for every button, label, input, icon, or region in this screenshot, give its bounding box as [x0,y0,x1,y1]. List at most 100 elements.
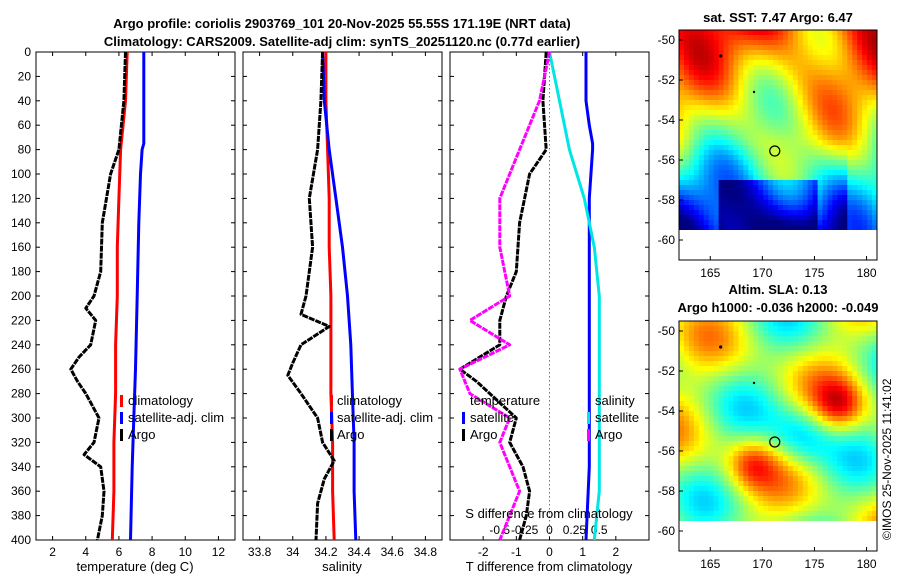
heatmap-cell [693,371,700,377]
heatmap-cell [872,170,877,176]
heatmap-cell [872,461,877,467]
heatmap-cell [802,431,809,437]
heatmap-cell [713,215,719,221]
heatmap-cell [733,100,739,106]
heatmap-cell [773,391,779,397]
heatmap-cell [693,456,700,462]
heatmap-cell [867,220,873,226]
y-tick-label: 340 [11,460,31,474]
heatmap-cell [792,381,799,387]
heatmap-cell [703,45,710,51]
heatmap-cell [683,100,690,106]
heatmap-cell [827,366,833,372]
heatmap-cell [842,386,848,392]
heatmap-cell [753,411,759,417]
heatmap-cell [713,426,719,432]
heatmap-cell [763,150,769,156]
heatmap-cell [698,416,705,422]
heatmap-cell [758,441,764,447]
heatmap-cell [862,506,868,512]
heatmap-cell [713,511,719,517]
heatmap-cell [753,511,759,517]
heatmap-cell [688,180,695,186]
heatmap-cell [688,80,695,86]
heatmap-cell [872,381,877,387]
heatmap-cell [782,200,789,206]
heatmap-cell [867,190,873,196]
y-tick-label: 200 [11,289,31,303]
heatmap-cell [693,180,700,186]
heatmap-cell [733,366,739,372]
heatmap-cell [713,85,719,91]
heatmap-cell [782,160,789,166]
heatmap-cell [743,471,749,477]
heatmap-cell [837,501,843,507]
y-tick-label: 40 [18,94,32,108]
heatmap-cell [708,401,715,407]
heatmap-cell [872,401,877,407]
heatmap-cell [842,100,848,106]
heatmap-cell [763,110,769,116]
heatmap-cell [792,215,799,221]
heatmap-cell [708,225,715,230]
heatmap-cell [768,45,774,51]
heatmap-cell [718,441,724,447]
heatmap-cell [753,190,759,196]
heatmap-cell [703,215,710,221]
heatmap-cell [797,321,804,327]
heatmap-cell [852,446,858,452]
heatmap-cell [728,371,734,377]
heatmap-cell [852,140,858,146]
heatmap-cell [812,45,818,51]
heatmap-cell [693,190,700,196]
heatmap-cell [867,401,873,407]
heatmap-cell [832,100,838,106]
heatmap-cell [837,30,843,36]
heatmap-cell [728,416,734,422]
heatmap-cell [718,170,724,176]
heatmap-cell [797,431,804,437]
heatmap-cell [802,401,809,407]
heatmap-cell [743,50,749,56]
heatmap-cell [778,125,784,131]
heatmap-cell [748,346,754,352]
heatmap-cell [778,220,784,226]
heatmap-cell [768,150,774,156]
heatmap-cell [728,346,734,352]
heatmap-cell [857,35,863,41]
heatmap-cell [683,416,690,422]
heatmap-cell [763,496,769,502]
heatmap-cell [817,416,823,422]
heatmap-cell [698,436,705,442]
heatmap-cell [867,100,873,106]
heatmap-cell [723,516,729,521]
heatmap-cell [797,351,804,357]
heatmap-cell [832,120,838,126]
heatmap-cell [832,80,838,86]
heatmap-cell [827,165,833,171]
heatmap-cell [857,110,863,116]
heatmap-cell [817,321,823,327]
heatmap-cell [753,160,759,166]
heatmap-cell [872,471,877,477]
heatmap-cell [743,486,749,492]
heatmap-cell [778,210,784,216]
heatmap-cell [728,165,734,171]
heatmap-cell [773,466,779,472]
heatmap-cell [812,416,818,422]
heatmap-cell [728,100,734,106]
heatmap-cell [679,426,685,432]
heatmap-cell [852,55,858,61]
heatmap-cell [718,396,724,402]
heatmap-cell [787,441,794,447]
heatmap-cell [802,346,809,352]
heatmap-cell [688,491,695,497]
heatmap-cell [792,336,799,342]
heatmap-cell [743,401,749,407]
heatmap-cell [787,45,794,51]
heatmap-cell [713,115,719,121]
heatmap-cell [738,75,744,81]
heatmap-cell [822,165,828,171]
heatmap-cell [703,426,710,432]
heatmap-cell [728,215,734,221]
